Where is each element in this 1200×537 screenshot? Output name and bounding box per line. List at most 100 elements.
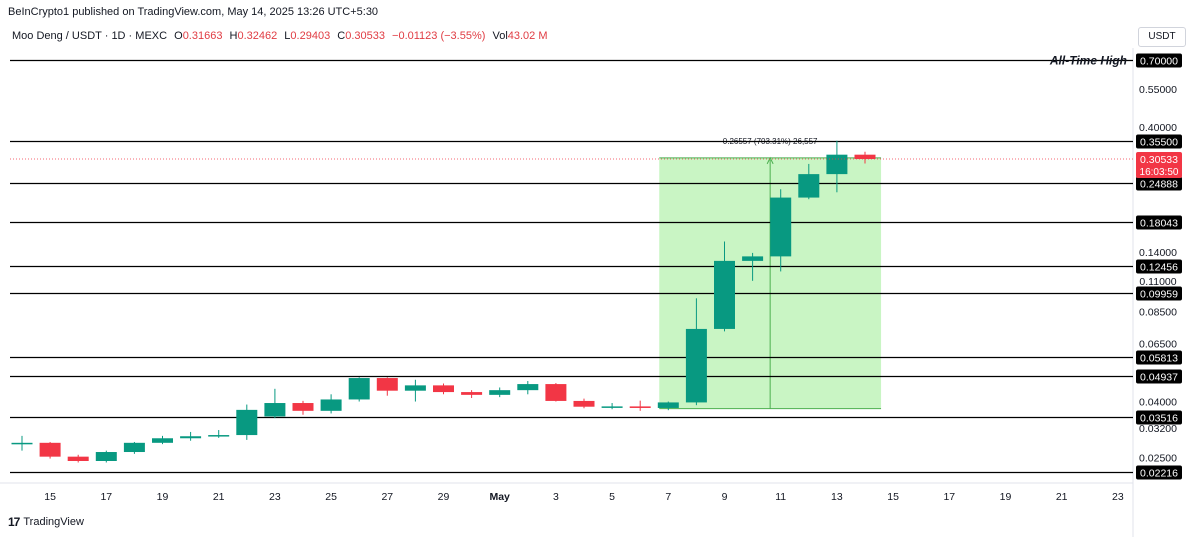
level-price-tag (1136, 134, 1182, 149)
level-price-label: 0.03516 (1140, 413, 1178, 425)
candle-body (685, 328, 707, 403)
tradingview-mark-icon: 17 (8, 515, 20, 529)
candle-body (517, 384, 539, 391)
time-tick-label: 17 (943, 491, 955, 503)
level-price-label: 0.12456 (1140, 262, 1178, 274)
time-tick-label: 15 (887, 491, 899, 503)
time-tick-label: 7 (665, 491, 671, 503)
candle-body (208, 435, 230, 437)
level-price-label: 0.09959 (1140, 289, 1178, 301)
time-tick-label: 23 (1112, 491, 1124, 503)
level-price-tag (1136, 53, 1182, 68)
low-value: 0.29403 (290, 30, 331, 42)
level-price-label: 0.24888 (1140, 179, 1178, 191)
candle-body (95, 452, 117, 461)
time-tick-label: 5 (609, 491, 615, 503)
level-price-tag (1136, 369, 1182, 384)
candle-body (461, 392, 483, 395)
time-tick-label: 23 (269, 491, 281, 503)
current-price-label: 0.30533 (1140, 154, 1178, 166)
candle-body (264, 403, 286, 417)
candle-body (292, 403, 314, 411)
candle-body (180, 436, 202, 439)
volume-value: 43.02 M (507, 30, 548, 42)
level-annotation: All-Time High (1049, 54, 1127, 68)
price-tick-label: 0.55000 (1139, 84, 1177, 96)
candle-body (770, 197, 792, 257)
time-tick-label: 11 (775, 491, 786, 503)
time-tick-label: 19 (157, 491, 169, 503)
time-tick-label: 15 (44, 491, 56, 503)
high-label: H (229, 30, 238, 42)
level-price-tag (1136, 259, 1182, 274)
time-tick-label: May (489, 491, 510, 503)
price-tick-label: 0.40000 (1139, 122, 1177, 134)
time-tick-label: 25 (325, 491, 337, 503)
symbol-name[interactable]: Moo Deng / USDT · 1D · MEXC (12, 30, 168, 42)
volume-label: Vol (492, 30, 508, 42)
level-price-tag (1136, 350, 1182, 365)
price-tick-label: 0.08500 (1139, 307, 1177, 319)
open-label: O (174, 30, 183, 42)
price-tick-label: 0.14000 (1139, 247, 1177, 259)
candle-body (348, 378, 370, 400)
candle-body (320, 399, 342, 411)
time-tick-label: 13 (831, 491, 843, 503)
candle-body (489, 390, 511, 395)
current-price-tag (1136, 152, 1182, 179)
candle-body (629, 406, 651, 408)
level-price-tag (1136, 215, 1182, 230)
price-tick-label: 0.02500 (1139, 453, 1177, 465)
level-price-label: 0.35500 (1140, 137, 1178, 149)
price-tick-label: 0.03200 (1139, 423, 1177, 435)
level-price-tag (1136, 176, 1182, 191)
time-tick-label: 17 (100, 491, 112, 503)
tradingview-logo[interactable]: 17 TradingView (8, 515, 84, 529)
candle-body (376, 378, 398, 391)
change-value: −0.01123 (−3.55%) (392, 30, 486, 42)
range-arrow-head (766, 156, 774, 165)
candle-body (742, 256, 764, 261)
high-value: 0.32462 (237, 30, 278, 42)
candle-body (236, 409, 258, 436)
time-tick-label: 19 (1000, 491, 1012, 503)
candle-body (657, 402, 679, 408)
level-price-label: 0.02216 (1140, 468, 1178, 480)
candle-body (714, 260, 735, 329)
currency-button[interactable]: USDT (1138, 27, 1186, 47)
candle-body (798, 174, 820, 198)
candle-body (826, 154, 848, 175)
time-tick-label: 27 (381, 491, 393, 503)
price-tick-label: 0.04000 (1139, 397, 1177, 409)
tradingview-brand: TradingView (23, 516, 84, 528)
time-tick-label: 9 (722, 491, 728, 503)
open-value: 0.31663 (182, 30, 223, 42)
level-price-label: 0.18043 (1140, 218, 1178, 230)
candle-body (152, 438, 173, 443)
publisher-caption: BeInCrypto1 published on TradingView.com… (8, 6, 379, 18)
symbol-ohlc-bar: Moo Deng / USDT · 1D · MEXC O0.31663 H0.… (12, 30, 548, 42)
price-tick-label: 0.11000 (1139, 276, 1176, 288)
candle-body (573, 400, 595, 407)
level-price-tag (1136, 410, 1182, 425)
low-label: L (284, 30, 291, 42)
bar-countdown-label: 16:03:50 (1140, 167, 1179, 178)
candle-body (433, 385, 454, 393)
candle-body (67, 456, 89, 461)
close-value: 0.30533 (345, 30, 385, 42)
time-tick-label: 21 (213, 491, 225, 503)
candle-body (601, 406, 623, 408)
level-price-label: 0.05813 (1140, 353, 1178, 365)
candle-body (854, 154, 876, 160)
candle-body (545, 384, 567, 401)
time-tick-label: 29 (438, 491, 450, 503)
candle-body (123, 442, 145, 453)
level-price-tag (1136, 465, 1182, 480)
time-tick-label: 3 (553, 491, 559, 503)
level-price-tag (1136, 286, 1182, 301)
candle-body (39, 442, 61, 457)
time-tick-label: 21 (1056, 491, 1068, 503)
close-label: C (337, 30, 346, 42)
level-price-label: 0.70000 (1140, 56, 1178, 68)
